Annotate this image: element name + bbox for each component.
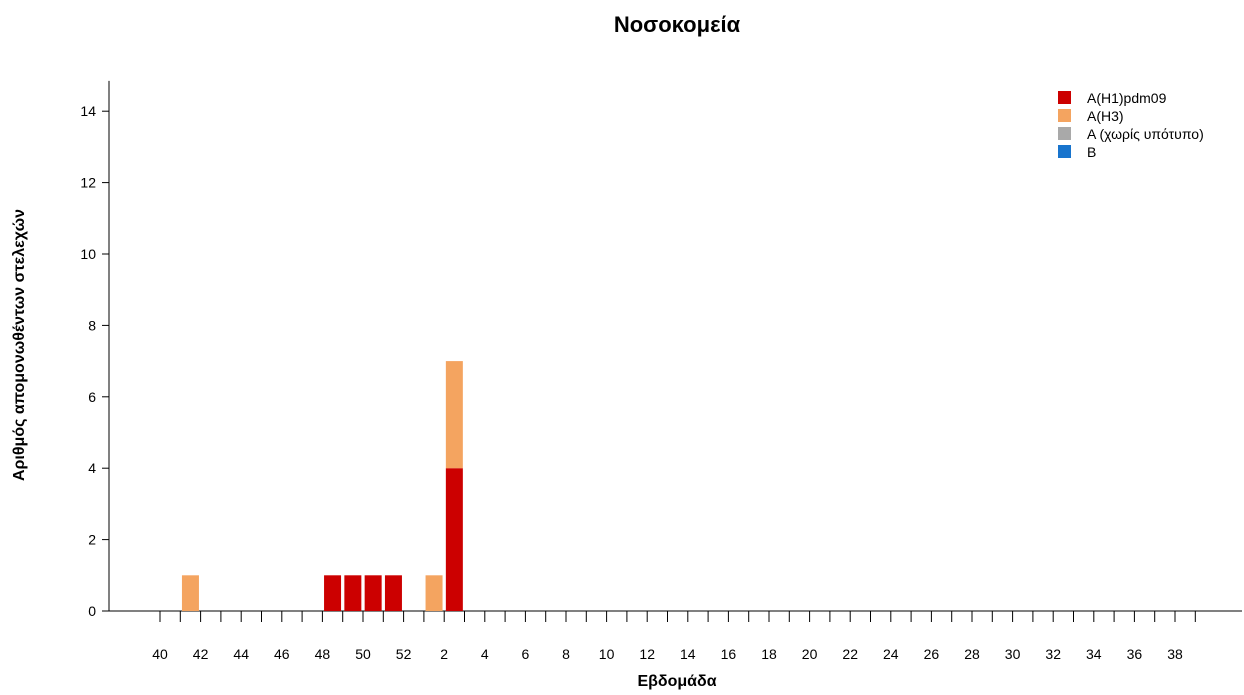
x-tick-label: 4 xyxy=(481,646,489,662)
legend-label: B xyxy=(1087,144,1096,160)
x-axis-title: Εβδομάδα xyxy=(637,673,716,690)
y-tick-label: 8 xyxy=(88,317,96,333)
legend-swatch xyxy=(1058,145,1071,158)
x-tick-label: 12 xyxy=(639,646,655,662)
x-tick-label: 32 xyxy=(1045,646,1061,662)
y-tick-label: 0 xyxy=(88,603,96,619)
x-tick-label: 10 xyxy=(599,646,615,662)
x-tick-label: 42 xyxy=(193,646,209,662)
x-tick-label: 24 xyxy=(883,646,899,662)
x-tick-label: 14 xyxy=(680,646,696,662)
x-tick-label: 16 xyxy=(721,646,737,662)
bar-segment xyxy=(364,575,382,611)
x-tick-label: 20 xyxy=(802,646,818,662)
y-tick-label: 10 xyxy=(80,246,96,262)
legend-label: A(H1)pdm09 xyxy=(1087,90,1167,106)
y-tick-label: 2 xyxy=(88,532,96,548)
x-tick-label: 30 xyxy=(1005,646,1021,662)
bar-segment xyxy=(445,361,463,469)
bar-segment xyxy=(384,575,402,611)
x-tick-label: 26 xyxy=(924,646,940,662)
x-tick-label: 52 xyxy=(396,646,412,662)
x-tick-label: 6 xyxy=(522,646,530,662)
x-tick-label: 40 xyxy=(152,646,168,662)
legend-label: A(H3) xyxy=(1087,108,1124,124)
legend-label: A (χωρίς υπότυπο) xyxy=(1087,126,1204,142)
x-tick-label: 28 xyxy=(964,646,980,662)
legend-swatch xyxy=(1058,91,1071,104)
x-tick-label: 48 xyxy=(315,646,331,662)
y-tick-label: 6 xyxy=(88,389,96,405)
legend-swatch xyxy=(1058,109,1071,122)
legend-swatch xyxy=(1058,127,1071,140)
x-tick-label: 22 xyxy=(842,646,858,662)
x-tick-label: 46 xyxy=(274,646,290,662)
bar-segment xyxy=(344,575,362,611)
x-tick-label: 44 xyxy=(233,646,249,662)
x-tick-label: 18 xyxy=(761,646,777,662)
bars xyxy=(181,361,463,611)
bar-segment xyxy=(324,575,342,611)
x-tick-label: 50 xyxy=(355,646,371,662)
x-tick-label: 2 xyxy=(440,646,448,662)
x-tick-label: 38 xyxy=(1167,646,1183,662)
bar-segment xyxy=(445,468,463,611)
x-tick-label: 8 xyxy=(562,646,570,662)
y-tick-label: 4 xyxy=(88,460,96,476)
x-tick-label: 36 xyxy=(1127,646,1143,662)
y-tick-label: 12 xyxy=(80,175,96,191)
bar-segment xyxy=(181,575,199,611)
chart-title: Νοσοκομεία xyxy=(614,12,741,37)
bar-segment xyxy=(425,575,443,611)
y-axis-title: Αριθμός απομονωθέντων στελεχών xyxy=(11,209,28,481)
legend: A(H1)pdm09 A(H3) A (χωρίς υπότυπο) B xyxy=(1058,90,1204,160)
x-tick-label: 34 xyxy=(1086,646,1102,662)
y-tick-label: 14 xyxy=(80,103,96,119)
